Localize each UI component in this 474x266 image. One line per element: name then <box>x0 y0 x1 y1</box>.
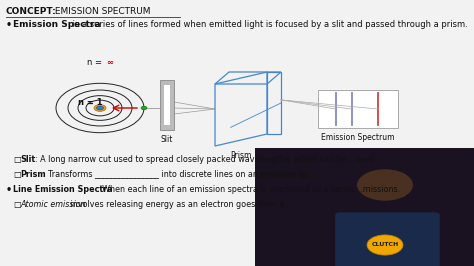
Text: □: □ <box>13 170 20 179</box>
Text: CLUTCH: CLUTCH <box>371 243 399 247</box>
Text: EMISSION SPECTRUM: EMISSION SPECTRUM <box>52 7 151 16</box>
Bar <box>164 85 170 125</box>
Text: Atomic emission: Atomic emission <box>20 200 86 209</box>
Text: •: • <box>6 20 12 30</box>
Circle shape <box>357 169 413 201</box>
Circle shape <box>367 235 403 255</box>
Circle shape <box>97 106 103 110</box>
Text: Emission Spectrum: Emission Spectrum <box>321 133 395 142</box>
Text: Line Emission Spectra: Line Emission Spectra <box>13 185 113 194</box>
Text: : A long narrow cut used to spread closely packed wavelengths, which can lat…ure: : A long narrow cut used to spread close… <box>35 155 376 164</box>
Bar <box>318 90 398 128</box>
Text: Emission Spectra: Emission Spectra <box>13 20 100 29</box>
Text: is a series of lines formed when emitted light is focused by a slit and passed t: is a series of lines formed when emitted… <box>70 20 468 29</box>
Text: n = 1: n = 1 <box>78 98 103 107</box>
Bar <box>160 80 174 130</box>
Text: □: □ <box>13 155 20 164</box>
Text: : Transforms ________________ into discrete lines on an emission sp…: : Transforms ________________ into discr… <box>43 170 316 179</box>
Text: Slit: Slit <box>161 135 173 144</box>
Circle shape <box>94 105 106 111</box>
Circle shape <box>141 106 147 110</box>
Bar <box>255 148 474 266</box>
FancyBboxPatch shape <box>335 212 440 266</box>
Text: •: • <box>6 185 12 195</box>
Text: Slit: Slit <box>20 155 35 164</box>
Text: Prism: Prism <box>230 151 252 160</box>
Text: CONCEPT:: CONCEPT: <box>6 7 57 16</box>
Text: n =: n = <box>87 58 105 67</box>
Text: : When each line of an emission spectra is examined as a series…missions.: : When each line of an emission spectra … <box>97 185 400 194</box>
Text: Prism: Prism <box>20 170 46 179</box>
Text: ∞: ∞ <box>106 58 113 67</box>
Text: involves releasing energy as an electron goes from a …: involves releasing energy as an electron… <box>68 200 295 209</box>
Text: □: □ <box>13 200 20 209</box>
